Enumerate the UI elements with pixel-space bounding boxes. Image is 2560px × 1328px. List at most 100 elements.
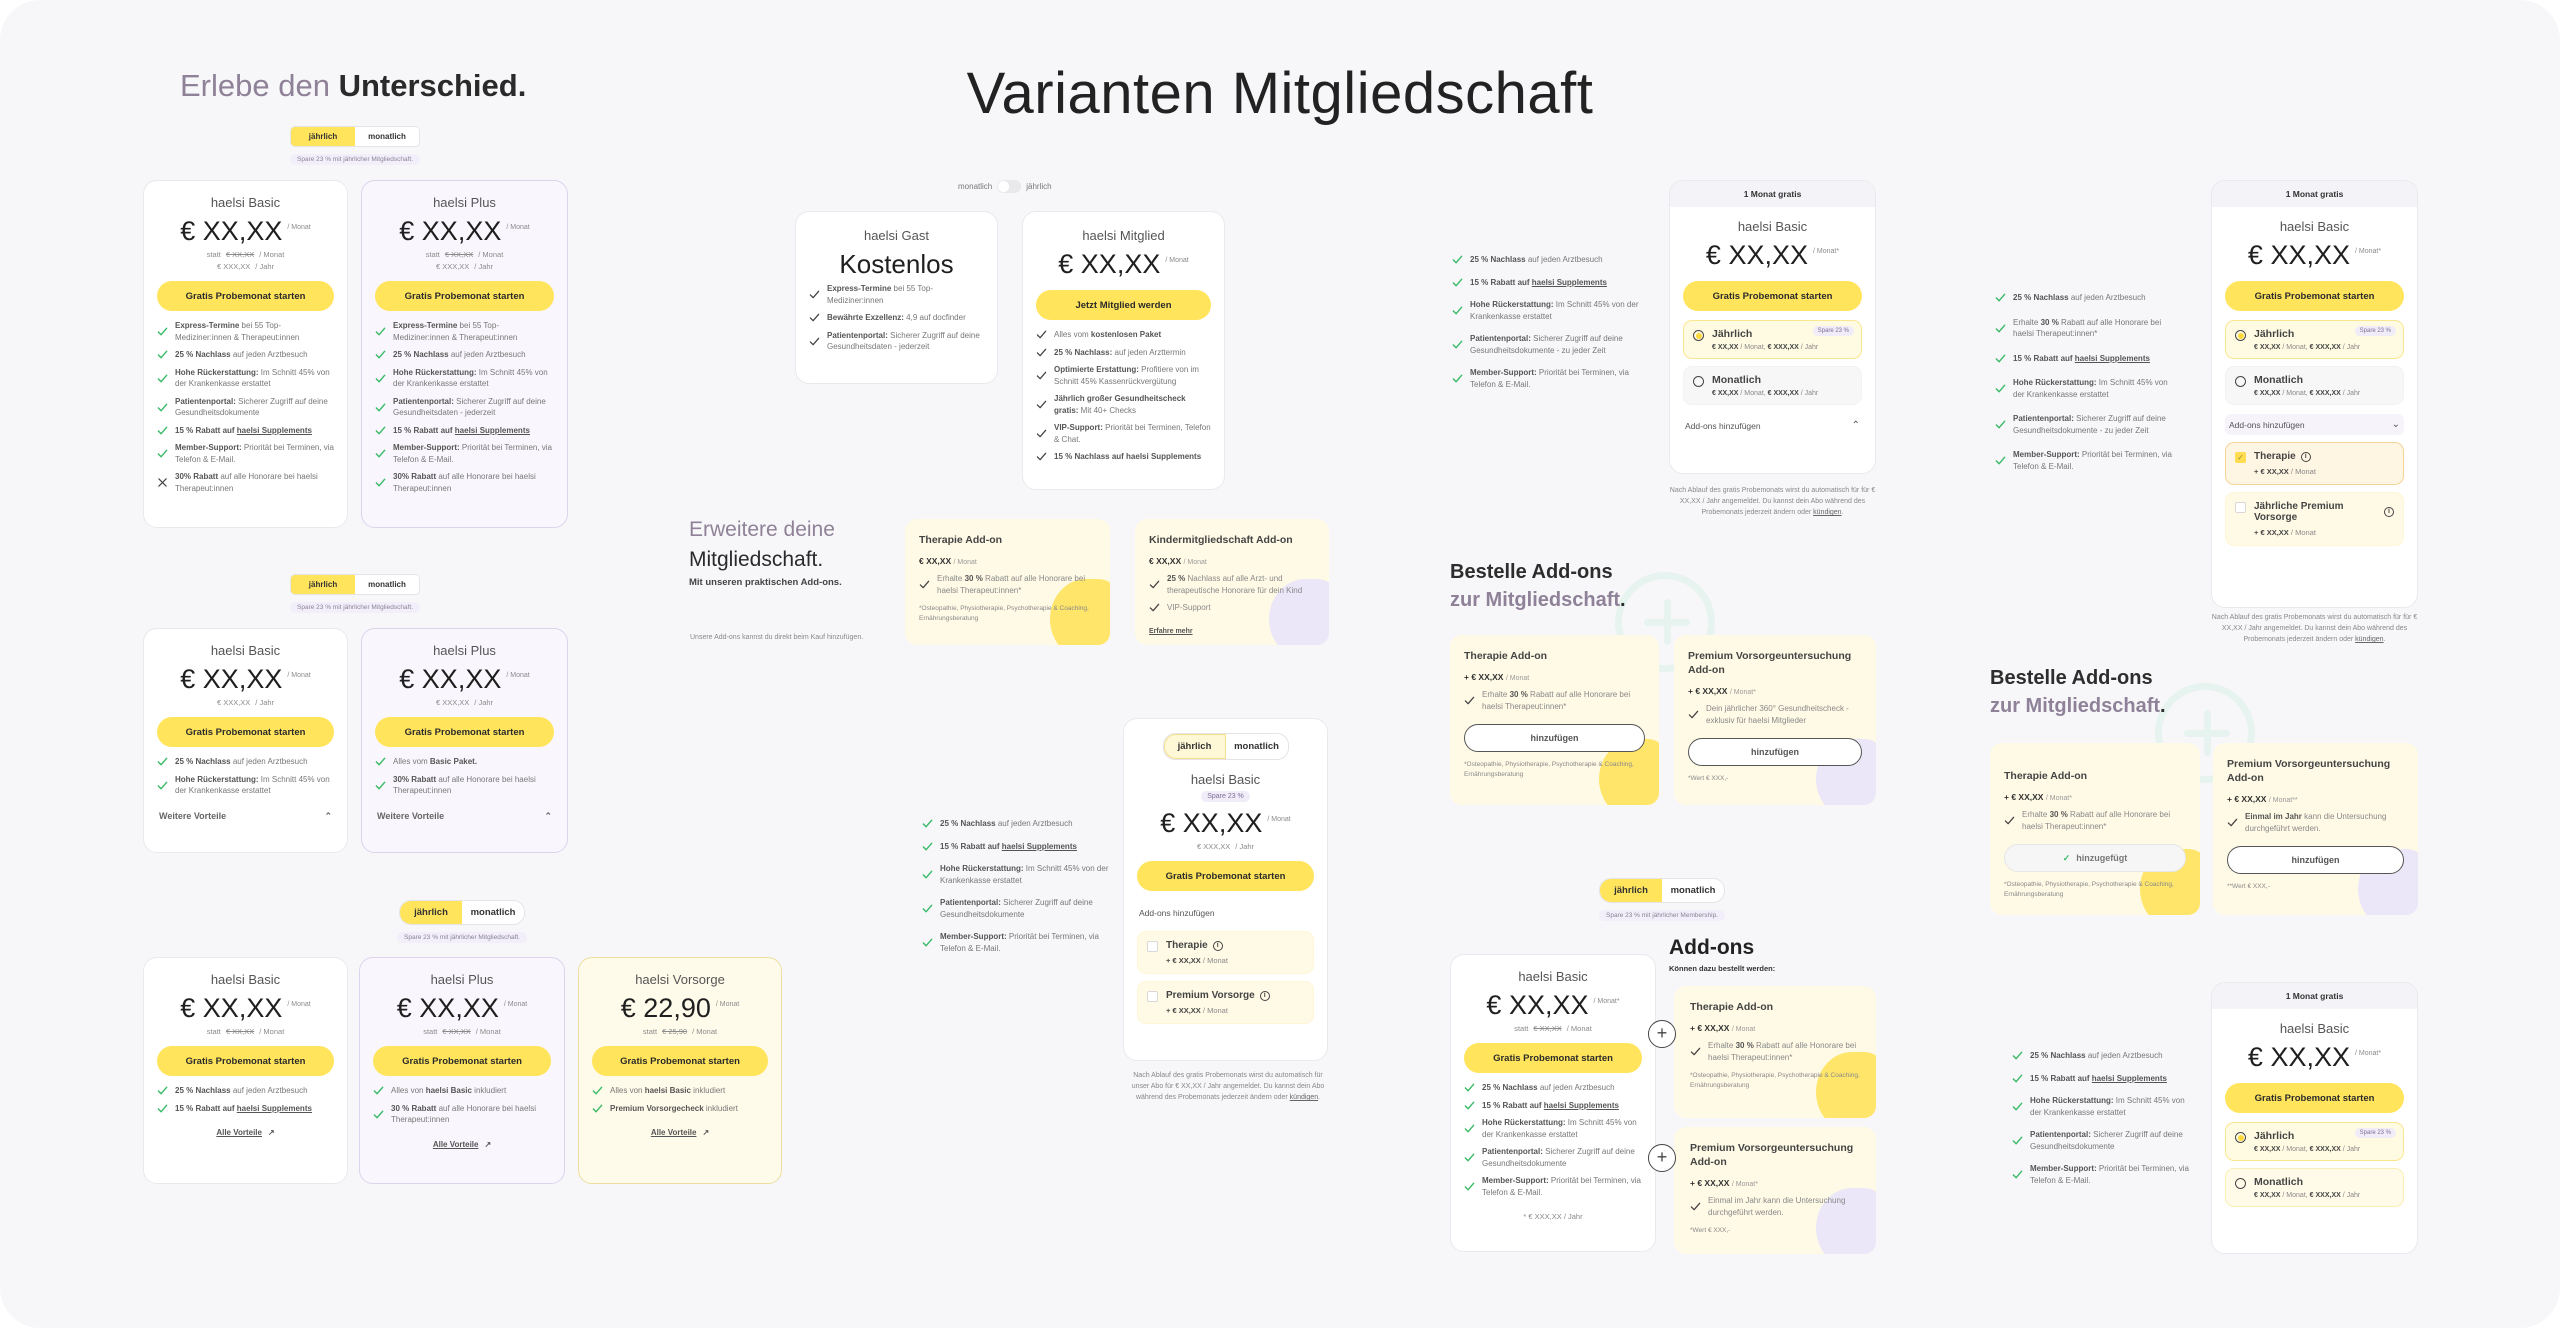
checkbox[interactable] xyxy=(1147,941,1158,952)
addon-option[interactable]: Premium Vorsorge i + € XX,XX / Monat xyxy=(1137,981,1314,1024)
check-icon xyxy=(922,841,933,852)
feature-list: 25 % Nachlass auf jeden Arztbesuch Hohe R… xyxy=(157,756,334,797)
link-text[interactable]: haelsi Supplements xyxy=(1531,277,1607,287)
start-trial-button[interactable]: Gratis Probemonat starten xyxy=(157,1046,334,1076)
plan-option-monatlich[interactable]: Monatlich € XX,XX / Monat, € XXX,XX / Jah… xyxy=(2225,1168,2404,1207)
plan-option-monatlich[interactable]: Monatlich € XX,XX / Monat, € XXX,XX / Jah… xyxy=(1683,366,1862,405)
add-addon-button[interactable]: hinzufügen xyxy=(1688,738,1862,766)
link-text[interactable]: haelsi Supplements xyxy=(1543,1100,1619,1110)
radio-button[interactable] xyxy=(2235,1178,2246,1189)
plan-option-jährlich[interactable]: Jährlich € XX,XX / Monat, € XXX,XX / Jahr… xyxy=(1683,320,1862,359)
checkbox[interactable] xyxy=(1147,991,1158,1002)
decorative-blob xyxy=(1269,579,1329,645)
price-row: Kostenlos xyxy=(809,249,984,279)
start-trial-button[interactable]: Gratis Probemonat starten xyxy=(157,281,334,311)
savings-note: Spare 23 % mit jährlicher Membership. xyxy=(1599,910,1725,921)
price-period: / Monat* xyxy=(2354,248,2382,255)
toggle-option-monthly[interactable]: monatlich xyxy=(1662,879,1724,902)
addon-title: Therapie Add-on xyxy=(2004,770,2088,782)
plan-option-monatlich[interactable]: Monatlich € XX,XX / Monat, € XXX,XX / Jah… xyxy=(2225,366,2404,405)
link-text[interactable]: haelsi Supplements xyxy=(1001,841,1077,851)
start-trial-button[interactable]: Gratis Probemonat starten xyxy=(1464,1043,1642,1073)
addons-header[interactable]: Add-ons hinzufügen ⌃ xyxy=(1683,414,1862,437)
checkbox[interactable]: ✓ xyxy=(2235,452,2246,463)
billing-switch[interactable]: monatlich jährlich xyxy=(958,180,1052,193)
radio-button[interactable] xyxy=(2235,330,2246,341)
toggle-option-yearly[interactable]: jährlich xyxy=(291,127,355,146)
toggle-option-yearly[interactable]: jährlich xyxy=(400,901,462,924)
start-trial-button[interactable]: Gratis Probemonat starten xyxy=(592,1046,768,1076)
more-benefits-toggle[interactable]: Weitere Vorteile ⌃ xyxy=(375,811,554,822)
radio-button[interactable] xyxy=(1693,330,1704,341)
feature-item: Optimierte Erstattung: Profitiere von im… xyxy=(1036,364,1211,387)
start-trial-button[interactable]: Jetzt Mitglied werden xyxy=(1036,290,1211,320)
add-addon-button[interactable]: hinzufügen xyxy=(1464,724,1645,752)
feature-item: Patientenportal: Sicherer Zugriff auf de… xyxy=(809,330,984,353)
learn-more-link[interactable]: Erfahre mehr xyxy=(1149,627,1193,635)
radio-button[interactable] xyxy=(1693,376,1704,387)
more-benefits-toggle[interactable]: Weitere Vorteile ⌃ xyxy=(157,811,334,822)
all-benefits-link[interactable]: Alle Vorteile ↗ xyxy=(433,1140,491,1149)
radio-button[interactable] xyxy=(2235,376,2246,387)
radio-button[interactable] xyxy=(2235,1132,2246,1143)
bold-text: € XXX,XX xyxy=(2309,344,2341,351)
all-benefits-link[interactable]: Alle Vorteile ↗ xyxy=(651,1128,709,1137)
check-icon xyxy=(1995,383,2006,394)
add-therapie-plus-icon[interactable]: + xyxy=(1648,1020,1676,1048)
start-trial-button[interactable]: Gratis Probemonat starten xyxy=(1137,861,1314,891)
addon-added-button[interactable]: ✓ hinzugefügt xyxy=(2004,844,2186,872)
link-text[interactable]: haelsi Supplements xyxy=(2074,353,2150,363)
link-text[interactable]: haelsi Supplements xyxy=(2091,1073,2167,1083)
info-icon[interactable]: i xyxy=(2384,507,2394,517)
toggle-option-yearly[interactable]: jährlich xyxy=(1600,879,1662,902)
toggle-option-yearly[interactable]: jährlich xyxy=(291,575,355,594)
start-trial-button[interactable]: Gratis Probemonat starten xyxy=(375,281,554,311)
all-benefits-link[interactable]: Alle Vorteile ↗ xyxy=(216,1128,274,1137)
switch-track[interactable] xyxy=(997,180,1022,193)
toggle-option-yearly[interactable]: jährlich xyxy=(1163,734,1226,759)
toggle-option-monthly[interactable]: monatlich xyxy=(355,127,419,146)
addon-option[interactable]: ✓ Therapie i + € XX,XX / Monat xyxy=(2225,442,2404,485)
link-text[interactable]: haelsi Supplements xyxy=(454,425,530,435)
info-icon[interactable]: i xyxy=(1259,990,1270,1001)
plan-option-jährlich[interactable]: Jährlich € XX,XX / Monat, € XXX,XX / Jahr… xyxy=(2225,1122,2404,1161)
link-text[interactable]: kündigen xyxy=(2355,636,2384,643)
text: Erhalte xyxy=(1482,690,1510,699)
toggle-option-monthly[interactable]: monatlich xyxy=(355,575,419,594)
add-vorsorge-plus-icon[interactable]: + xyxy=(1648,1144,1676,1172)
feature-text: Alles von haelsi Basic inkludiert xyxy=(391,1085,506,1097)
link-text[interactable]: kündigen xyxy=(1289,1094,1319,1101)
start-trial-button[interactable]: Gratis Probemonat starten xyxy=(373,1046,551,1076)
addon-feature-list: Einmal im Jahr kann die Untersuchung dur… xyxy=(1690,1195,1862,1218)
price-row: € XX,XX / Monat* xyxy=(1464,990,1642,1020)
add-addon-button[interactable]: hinzufügen xyxy=(2227,846,2404,874)
addons-header[interactable]: Add-ons hinzufügen ⌄ xyxy=(2225,414,2404,435)
start-trial-button[interactable]: Gratis Probemonat starten xyxy=(157,717,334,747)
info-icon[interactable]: i xyxy=(2300,451,2311,462)
segmented-toggle: jährlich monatlich xyxy=(399,900,525,925)
link-text[interactable]: kündigen xyxy=(1813,509,1842,516)
link-text[interactable]: haelsi Supplements xyxy=(236,425,312,435)
text: Im Schnitt 45% von der Krankenkasse erst… xyxy=(1470,300,1639,321)
toggle-option-monthly[interactable]: monatlich xyxy=(1225,734,1288,759)
info-icon[interactable]: i xyxy=(1212,940,1223,951)
addons-header[interactable]: Add-ons hinzufügen xyxy=(1137,902,1314,924)
plan-option-jährlich[interactable]: Jährlich € XX,XX / Monat, € XXX,XX / Jahr… xyxy=(2225,320,2404,359)
chevron-up-icon[interactable]: ⌃ xyxy=(1851,420,1860,431)
addon-option[interactable]: Therapie i + € XX,XX / Monat xyxy=(1137,931,1314,974)
start-trial-button[interactable]: Gratis Probemonat starten xyxy=(375,717,554,747)
feature-item: Member-Support: Priorität bei Terminen, … xyxy=(375,442,554,465)
feature-item: 25 % Nachlass auf jeden Arztbesuch xyxy=(157,1085,334,1097)
start-trial-button[interactable]: Gratis Probemonat starten xyxy=(1683,281,1862,311)
addon-price: + € XX,XX xyxy=(2227,794,2267,804)
link-text[interactable]: haelsi Supplements xyxy=(236,1103,312,1113)
addon-option[interactable]: Jährliche Premium Vorsorge i + € XX,XX / M… xyxy=(2225,492,2404,546)
start-trial-button[interactable]: Gratis Probemonat starten xyxy=(2225,281,2404,311)
feature-item: Alles von haelsi Basic inkludiert xyxy=(592,1085,768,1097)
price-row: € XX,XX / Monat xyxy=(157,664,334,694)
chevron-down-icon[interactable]: ⌄ xyxy=(2391,419,2400,430)
bold-text: 25 % Nachlass xyxy=(393,350,449,359)
start-trial-button[interactable]: Gratis Probemonat starten xyxy=(2225,1083,2404,1113)
checkbox[interactable] xyxy=(2235,502,2246,513)
toggle-option-monthly[interactable]: monatlich xyxy=(462,901,524,924)
